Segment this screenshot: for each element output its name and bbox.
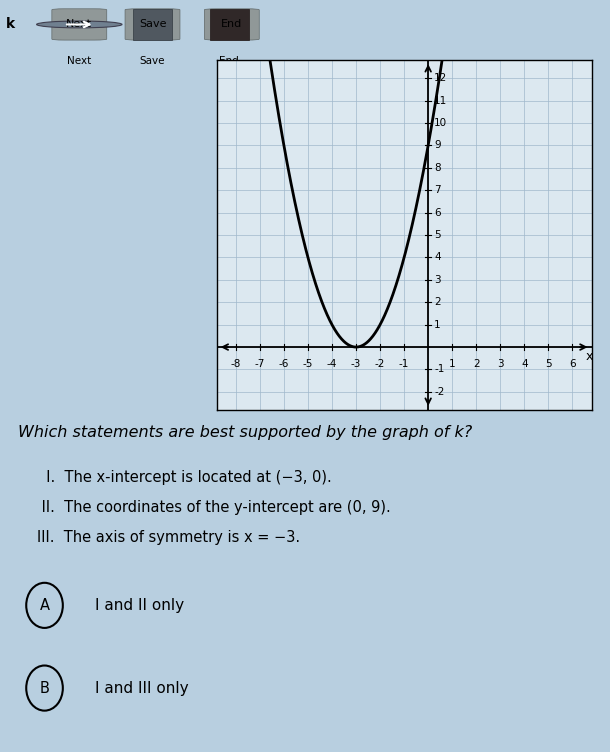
Text: III.  The axis of symmetry is x = −3.: III. The axis of symmetry is x = −3. (37, 530, 300, 545)
Text: 5: 5 (545, 359, 551, 369)
Text: 6: 6 (434, 208, 441, 217)
Text: 11: 11 (434, 96, 448, 105)
Text: 4: 4 (434, 253, 441, 262)
Text: -2: -2 (375, 359, 386, 369)
Text: -1: -1 (399, 359, 409, 369)
Text: B: B (40, 681, 49, 696)
Text: 7: 7 (434, 185, 441, 196)
Text: I and II only: I and II only (95, 598, 184, 613)
FancyBboxPatch shape (133, 9, 172, 40)
Text: -8: -8 (231, 359, 241, 369)
Text: k: k (6, 17, 15, 32)
Text: -2: -2 (434, 387, 445, 397)
Text: 10: 10 (434, 118, 447, 128)
Text: 2: 2 (434, 297, 441, 308)
Text: I.  The x-intercept is located at (−3, 0).: I. The x-intercept is located at (−3, 0)… (37, 470, 331, 485)
FancyBboxPatch shape (210, 9, 249, 40)
FancyBboxPatch shape (125, 9, 180, 40)
Text: A: A (40, 598, 49, 613)
Text: II.  The coordinates of the y-intercept are (0, 9).: II. The coordinates of the y-intercept a… (37, 500, 390, 515)
Text: Next: Next (66, 20, 92, 29)
Text: Next: Next (67, 56, 91, 66)
Text: -1: -1 (434, 365, 445, 374)
Text: Save: Save (138, 20, 167, 29)
Text: -7: -7 (254, 359, 265, 369)
Circle shape (37, 21, 122, 28)
Text: 12: 12 (434, 73, 448, 83)
Text: x: x (586, 350, 593, 362)
Text: 5: 5 (434, 230, 441, 240)
Text: -3: -3 (351, 359, 361, 369)
Text: -6: -6 (279, 359, 289, 369)
Text: 2: 2 (473, 359, 479, 369)
Text: -5: -5 (303, 359, 313, 369)
Text: 1: 1 (449, 359, 456, 369)
Text: 9: 9 (434, 141, 441, 150)
Text: I and III only: I and III only (95, 681, 188, 696)
Text: 3: 3 (497, 359, 504, 369)
Text: 8: 8 (434, 162, 441, 173)
Text: End: End (219, 56, 239, 66)
Text: 6: 6 (569, 359, 576, 369)
FancyBboxPatch shape (52, 9, 107, 40)
Text: Save: Save (140, 56, 165, 66)
Text: 4: 4 (521, 359, 528, 369)
FancyBboxPatch shape (204, 9, 259, 40)
Text: -4: -4 (327, 359, 337, 369)
Text: Which statements are best supported by the graph of k?: Which statements are best supported by t… (18, 425, 473, 440)
Text: 3: 3 (434, 274, 441, 285)
Text: 1: 1 (434, 320, 441, 329)
Text: End: End (221, 20, 242, 29)
